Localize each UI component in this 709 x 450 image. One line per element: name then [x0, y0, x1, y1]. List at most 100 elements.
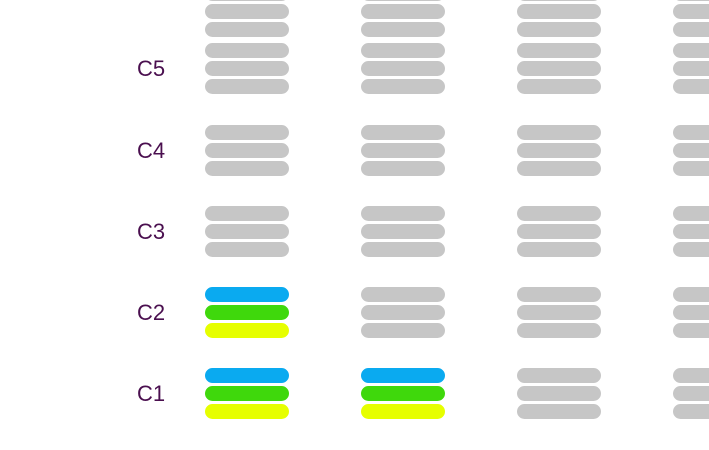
- inactive-bar: [361, 206, 445, 221]
- inactive-bar: [517, 4, 601, 19]
- cell-top-col-3: [517, 0, 601, 38]
- cell-c4-col-4: [673, 125, 709, 177]
- inactive-bar: [205, 79, 289, 94]
- cell-c5-col-4: [673, 43, 709, 95]
- cell-c2-col-2: [361, 287, 445, 339]
- inactive-bar: [673, 143, 709, 158]
- active-bar: [205, 323, 289, 338]
- inactive-bar: [517, 404, 601, 419]
- inactive-bar: [205, 125, 289, 140]
- active-bar: [205, 386, 289, 401]
- inactive-bar: [517, 79, 601, 94]
- cell-c5-col-3: [517, 43, 601, 95]
- cell-c2-col-3: [517, 287, 601, 339]
- inactive-bar: [673, 4, 709, 19]
- inactive-bar: [205, 4, 289, 19]
- inactive-bar: [205, 161, 289, 176]
- active-bar: [205, 287, 289, 302]
- row-label-c2: C2: [136, 300, 166, 325]
- cell-c5-col-2: [361, 43, 445, 95]
- cell-c3-col-2: [361, 206, 445, 258]
- row-label-c4: C4: [136, 138, 166, 163]
- active-bar: [361, 368, 445, 383]
- cell-c4-col-1: [205, 125, 289, 177]
- inactive-bar: [361, 79, 445, 94]
- inactive-bar: [361, 323, 445, 338]
- inactive-bar: [517, 305, 601, 320]
- row-label-c5: C5: [136, 56, 166, 81]
- inactive-bar: [205, 224, 289, 239]
- inactive-bar: [205, 61, 289, 76]
- cell-c3-col-3: [517, 206, 601, 258]
- row-label-c1: C1: [136, 381, 166, 406]
- active-bar: [205, 404, 289, 419]
- inactive-bar: [673, 404, 709, 419]
- inactive-bar: [517, 386, 601, 401]
- inactive-bar: [673, 368, 709, 383]
- inactive-bar: [361, 224, 445, 239]
- inactive-bar: [673, 61, 709, 76]
- cell-c5-col-1: [205, 43, 289, 95]
- active-bar: [361, 404, 445, 419]
- inactive-bar: [673, 323, 709, 338]
- inactive-bar: [673, 287, 709, 302]
- cell-c1-col-3: [517, 368, 601, 420]
- inactive-bar: [361, 0, 445, 1]
- inactive-bar: [673, 386, 709, 401]
- inactive-bar: [673, 161, 709, 176]
- cell-c3-col-1: [205, 206, 289, 258]
- inactive-bar: [517, 368, 601, 383]
- inactive-bar: [205, 143, 289, 158]
- inactive-bar: [517, 287, 601, 302]
- active-bar: [205, 368, 289, 383]
- inactive-bar: [673, 0, 709, 1]
- inactive-bar: [361, 61, 445, 76]
- inactive-bar: [673, 206, 709, 221]
- cell-c1-col-1: [205, 368, 289, 420]
- inactive-bar: [673, 224, 709, 239]
- cell-c1-col-2: [361, 368, 445, 420]
- inactive-bar: [673, 79, 709, 94]
- cell-top-col-1: [205, 0, 289, 38]
- inactive-bar: [673, 242, 709, 257]
- inactive-bar: [517, 224, 601, 239]
- row-label-c3: C3: [136, 219, 166, 244]
- inactive-bar: [205, 206, 289, 221]
- inactive-bar: [361, 4, 445, 19]
- active-bar: [361, 386, 445, 401]
- inactive-bar: [361, 287, 445, 302]
- inactive-bar: [517, 0, 601, 1]
- cell-c3-col-4: [673, 206, 709, 258]
- inactive-bar: [361, 305, 445, 320]
- inactive-bar: [361, 143, 445, 158]
- inactive-bar: [517, 61, 601, 76]
- inactive-bar: [673, 22, 709, 37]
- inactive-bar: [361, 161, 445, 176]
- active-bar: [205, 305, 289, 320]
- inactive-bar: [517, 22, 601, 37]
- inactive-bar: [517, 125, 601, 140]
- inactive-bar: [673, 125, 709, 140]
- inactive-bar: [517, 323, 601, 338]
- cell-top-col-4: [673, 0, 709, 38]
- cell-c4-col-3: [517, 125, 601, 177]
- inactive-bar: [517, 242, 601, 257]
- inactive-bar: [517, 161, 601, 176]
- cell-c4-col-2: [361, 125, 445, 177]
- inactive-bar: [361, 125, 445, 140]
- inactive-bar: [517, 206, 601, 221]
- inactive-bar: [361, 242, 445, 257]
- inactive-bar: [517, 43, 601, 58]
- inactive-bar: [673, 305, 709, 320]
- inactive-bar: [205, 22, 289, 37]
- inactive-bar: [517, 143, 601, 158]
- cell-c1-col-4: [673, 368, 709, 420]
- cell-c2-col-4: [673, 287, 709, 339]
- cell-top-col-2: [361, 0, 445, 38]
- inactive-bar: [205, 0, 289, 1]
- cell-c2-col-1: [205, 287, 289, 339]
- inactive-bar: [673, 43, 709, 58]
- inactive-bar: [205, 43, 289, 58]
- inactive-bar: [361, 43, 445, 58]
- inactive-bar: [205, 242, 289, 257]
